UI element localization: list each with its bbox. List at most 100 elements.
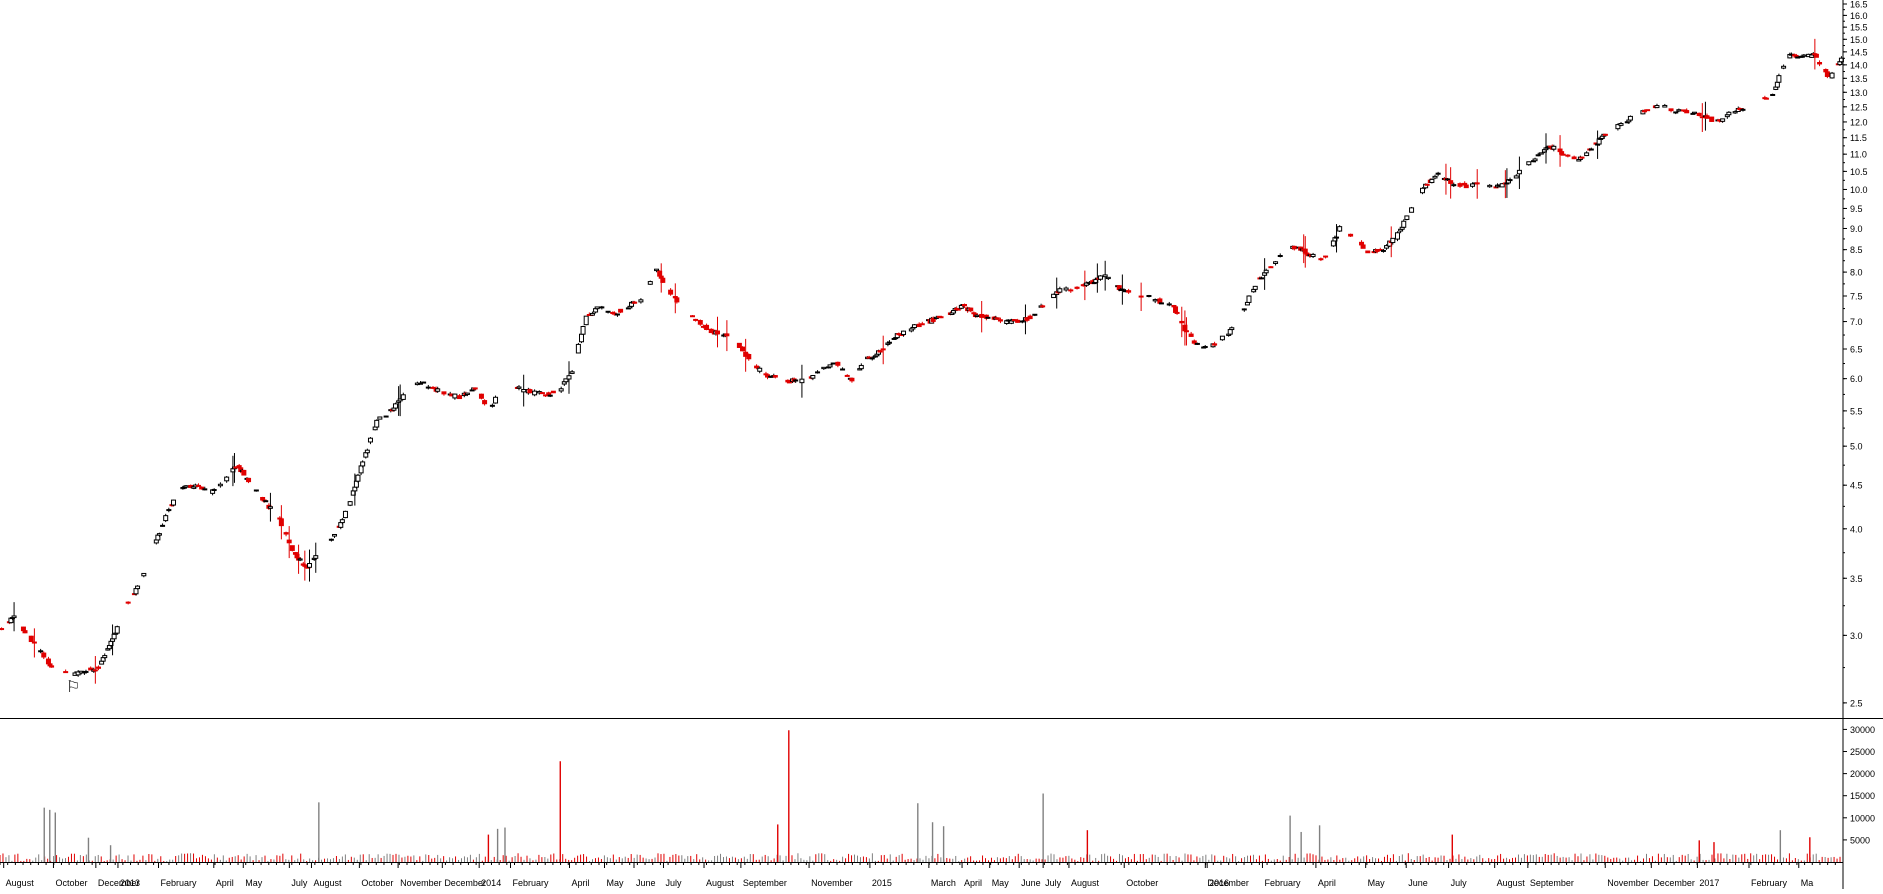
price-panel	[0, 38, 1844, 684]
time-tick-label: March	[931, 878, 956, 888]
price-candle-body	[810, 375, 816, 379]
price-candle-body	[1641, 110, 1647, 113]
price-candle-body	[985, 316, 991, 319]
price-candle-body	[1219, 335, 1225, 341]
price-candle-body	[754, 365, 760, 369]
price-candle-body	[397, 398, 403, 402]
price-candle-body	[858, 364, 864, 370]
price-candle-body	[135, 585, 141, 590]
price-candle-body	[955, 308, 961, 311]
price-candle-body	[278, 518, 284, 527]
price-candle-body	[1645, 109, 1651, 112]
price-tick-label: 10.5	[1850, 167, 1868, 177]
price-candle-body	[724, 333, 730, 337]
price-candle-body	[516, 386, 522, 389]
time-tick-label: November	[811, 878, 853, 888]
price-candle-body	[95, 666, 101, 669]
volume-tick-label: 20000	[1850, 769, 1875, 779]
price-candle-body	[961, 304, 967, 307]
price-candle-body	[171, 499, 177, 506]
flag-marker-icon: ⚐	[66, 679, 80, 696]
price-candle-body	[772, 375, 778, 378]
time-tick-label: 2017	[1699, 878, 1719, 888]
price-tick-label: 7.0	[1850, 317, 1863, 327]
price-candle-body	[347, 501, 353, 506]
price-candle-body	[614, 313, 620, 316]
price-candle-body	[114, 626, 120, 634]
price-candle-body	[849, 377, 855, 382]
price-candle-body	[901, 330, 907, 336]
price-candle-body	[0, 628, 5, 631]
price-tick-label: 5.0	[1850, 442, 1863, 452]
time-tick-label: 2013	[120, 878, 140, 888]
price-candle-body	[647, 281, 653, 285]
time-tick-label: July	[1045, 878, 1062, 888]
time-tick-label: July	[665, 878, 682, 888]
time-tick-label: April	[571, 878, 589, 888]
price-candle-body	[1146, 295, 1152, 298]
price-tick-label: 12.0	[1850, 117, 1868, 127]
price-candle-body	[974, 314, 980, 317]
price-candle-body	[840, 368, 846, 371]
price-candle-body	[199, 486, 205, 490]
time-tick-label: June	[1408, 878, 1428, 888]
price-candle-body	[1083, 282, 1089, 286]
price-candle-body	[1152, 299, 1158, 302]
price-candle-body	[654, 268, 660, 272]
time-tick-label: August	[1071, 878, 1100, 888]
price-candle-body	[493, 396, 499, 404]
price-candle-body	[482, 400, 488, 405]
price-candle-body	[569, 371, 575, 374]
price-candle-body	[1435, 172, 1441, 175]
price-tick-label: 3.5	[1850, 574, 1863, 584]
price-tick-label: 12.5	[1850, 102, 1868, 112]
price-candle-body	[521, 389, 527, 393]
time-tick-label: July	[1451, 878, 1468, 888]
price-candle-body	[1384, 245, 1390, 249]
price-candle-body	[1174, 311, 1180, 314]
price-tick-label: 8.5	[1850, 245, 1863, 255]
price-candle-body	[1126, 290, 1132, 293]
price-candle-body	[580, 326, 586, 335]
price-candle-body	[979, 313, 985, 318]
price-candle-body	[441, 391, 447, 395]
price-candle-body	[1241, 308, 1247, 311]
price-candle-body	[1051, 293, 1057, 299]
price-candle-body	[332, 533, 338, 537]
price-candle-body	[1662, 104, 1668, 108]
price-candle-body	[827, 364, 833, 368]
price-candle-body	[1763, 97, 1769, 100]
time-tick-label: May	[245, 878, 263, 888]
price-candle-body	[88, 667, 94, 671]
price-candle-body	[425, 386, 431, 389]
time-tick-label: December	[98, 878, 140, 888]
price-candle-body	[1032, 313, 1038, 316]
price-candle-body	[1538, 152, 1544, 155]
price-candle-body	[579, 333, 585, 343]
price-tick-label: 2.5	[1850, 698, 1863, 708]
price-candle-body	[1212, 343, 1218, 346]
price-candle-body	[1654, 105, 1660, 109]
price-tick-label: 13.0	[1850, 88, 1868, 98]
price-tick-label: 14.5	[1850, 47, 1868, 57]
price-candle-body	[539, 392, 545, 395]
price-candle-body	[1499, 183, 1505, 188]
price-candle-body	[1334, 236, 1340, 239]
price-candle-body	[589, 312, 595, 316]
price-candle-body	[342, 510, 348, 519]
price-candle-body	[835, 361, 841, 366]
price-candle-body	[283, 532, 289, 535]
price-candle-body	[111, 633, 117, 640]
price-candle-body	[102, 655, 108, 659]
price-candle-body	[1229, 327, 1235, 331]
price-candle-body	[1227, 329, 1233, 335]
price-candle-body	[1179, 320, 1185, 324]
price-candle-body	[163, 515, 169, 522]
price-candle-body	[1579, 156, 1585, 159]
time-tick-label: August	[1497, 878, 1526, 888]
price-candle-body	[1015, 319, 1021, 323]
price-candle-body	[430, 386, 436, 389]
price-candle-body	[1401, 220, 1407, 228]
